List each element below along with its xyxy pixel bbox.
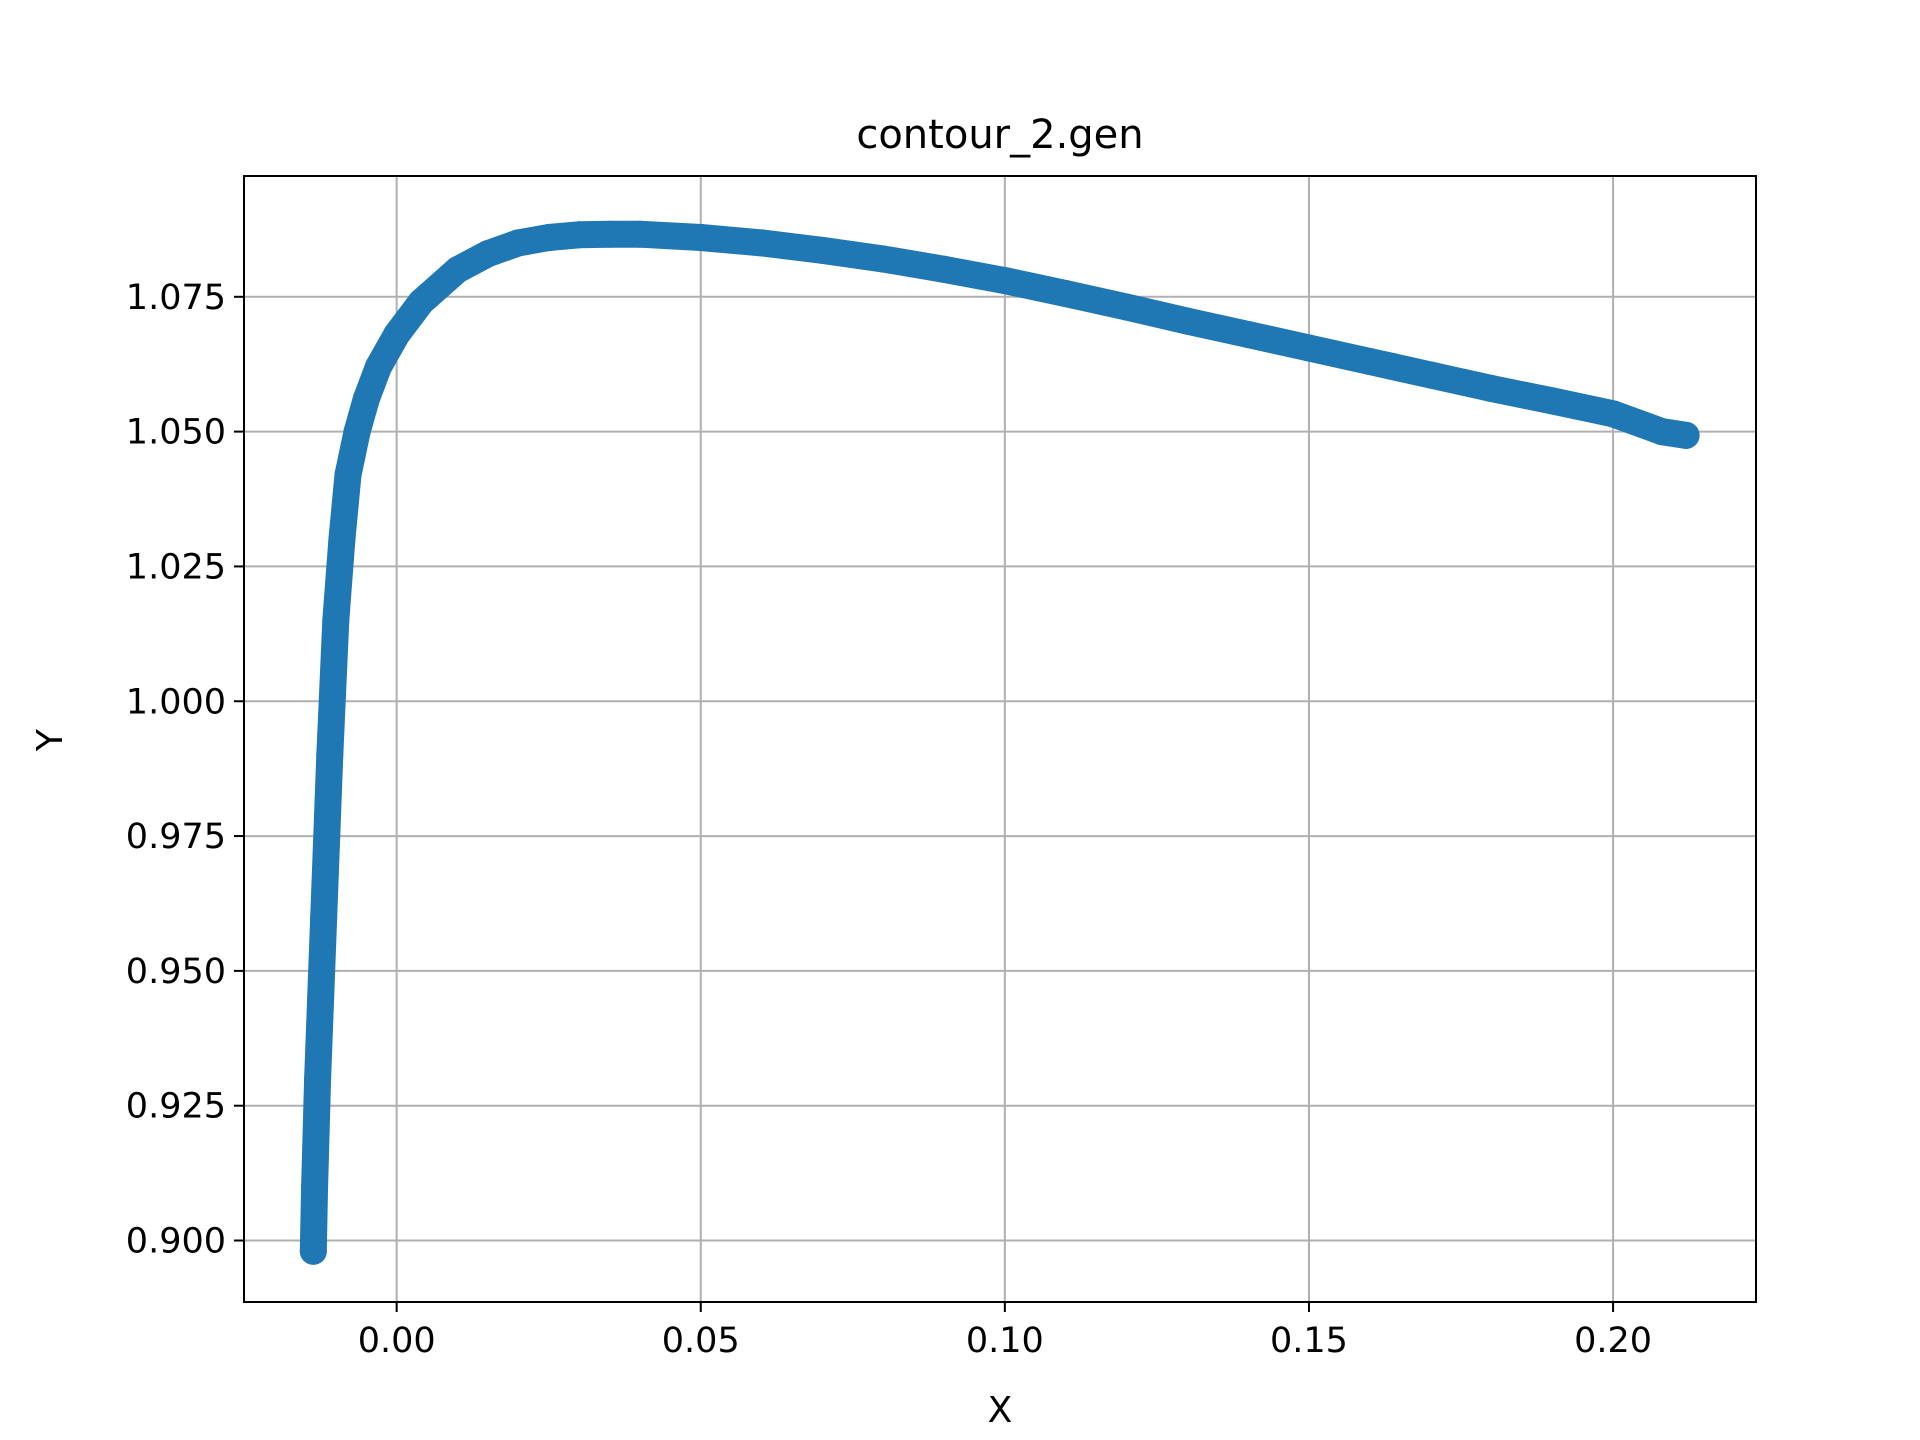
data-point [474, 240, 502, 268]
data-point [1648, 418, 1676, 446]
data-point [383, 321, 411, 349]
data-point [596, 220, 624, 248]
data-point [1234, 321, 1262, 349]
y-tick-label: 1.050 [126, 413, 226, 453]
x-tick-label: 0.20 [1574, 1321, 1652, 1361]
data-point [535, 223, 563, 251]
y-axis-label: Y [30, 728, 71, 752]
y-tick-label: 1.075 [126, 278, 226, 318]
data-point [301, 1173, 329, 1201]
x-tick-label: 0.00 [358, 1321, 436, 1361]
axis-ticks: 0.00 0.05 0.10 0.15 0.20 0.900 0.925 0.950 0.975… [126, 278, 1652, 1361]
data-point [310, 903, 338, 931]
data-point [316, 741, 344, 769]
y-tick-label: 0.975 [126, 817, 226, 857]
data-point [364, 353, 392, 381]
data-point [407, 288, 435, 316]
data-point [1295, 334, 1323, 362]
y-tick-label: 1.000 [126, 682, 226, 722]
x-tick-label: 0.10 [966, 1321, 1044, 1361]
data-point [930, 255, 958, 283]
data-point [1538, 387, 1566, 415]
data-point [565, 221, 593, 249]
data-point [1477, 374, 1505, 402]
data-point [991, 267, 1019, 295]
data-point [304, 1065, 332, 1093]
data-point [748, 229, 776, 257]
y-tick-label: 1.025 [126, 547, 226, 587]
data-point [626, 220, 654, 248]
data-point [443, 256, 471, 284]
data-point [1052, 280, 1080, 308]
data-point [1599, 400, 1627, 428]
data-point [869, 245, 897, 273]
data-point [504, 229, 532, 257]
data-point [808, 236, 836, 264]
data-point [299, 1237, 327, 1265]
data-point [1113, 293, 1141, 321]
plot-data-series [299, 220, 1700, 1265]
y-tick-label: 0.925 [126, 1087, 226, 1127]
x-tick-label: 0.15 [1270, 1321, 1348, 1361]
grid-lines [244, 176, 1756, 1302]
chart-title: contour_2.gen [856, 112, 1143, 158]
data-point [334, 461, 362, 489]
data-point [343, 418, 371, 446]
data-point [328, 525, 356, 553]
data-point [1356, 348, 1384, 376]
y-tick-label: 0.950 [126, 952, 226, 992]
data-point [1417, 361, 1445, 389]
plot-area [244, 176, 1756, 1302]
data-point [1173, 307, 1201, 335]
x-axis-label: X [988, 1390, 1013, 1431]
data-point [687, 223, 715, 251]
data-point [1672, 421, 1700, 449]
data-point [322, 606, 350, 634]
y-tick-label: 0.900 [126, 1222, 226, 1262]
axes-frame [243, 175, 1757, 1303]
x-tick-label: 0.05 [662, 1321, 740, 1361]
data-point [352, 385, 380, 413]
